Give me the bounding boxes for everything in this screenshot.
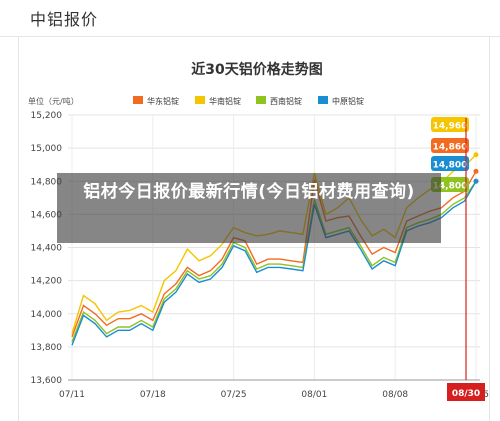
end-value-label: 14,800 (433, 182, 468, 192)
y-tick-label: 14,000 (31, 310, 63, 320)
x-tick-label: 07/18 (140, 390, 166, 400)
current-date-cursor: 08/30 (447, 118, 485, 401)
y-tick-label: 14,800 (31, 177, 63, 187)
x-tick-label: 08/08 (382, 390, 408, 400)
cursor-date-badge (447, 383, 485, 401)
end-value-badge (431, 156, 469, 171)
unit-label: 单位（元/吨） (28, 96, 79, 106)
y-tick-label: 15,200 (31, 111, 63, 121)
y-tick-label: 15,000 (31, 144, 63, 154)
y-axis: 13,600 13,800 14,000 14,200 14,400 14,600 14,8… (31, 111, 63, 386)
legend-swatch (318, 96, 328, 104)
legend-label: 西南铝锭 (270, 96, 302, 106)
grid (68, 114, 480, 381)
legend: 华东铝锭 华南铝锭 西南铝锭 中原铝锭 (133, 96, 364, 106)
y-tick-label: 13,600 (31, 376, 63, 386)
end-value-label: 14,960 (433, 122, 468, 132)
legend-swatch (256, 96, 266, 104)
cursor-date-label: 08/30 (452, 389, 480, 399)
x-tick-label: 07/11 (59, 390, 85, 400)
y-tick-label: 14,200 (31, 277, 63, 287)
end-value-label: 14,800 (433, 161, 468, 171)
legend-swatch (195, 96, 205, 104)
legend-label: 中原铝锭 (332, 96, 364, 106)
end-value-label: 14,860 (433, 143, 468, 153)
end-value-badge (431, 117, 469, 132)
series-end-point (473, 168, 479, 174)
legend-label: 华东铝锭 (147, 96, 179, 106)
chart-title: 近30天铝价格走势图 (191, 61, 322, 78)
series-end-point (473, 152, 479, 158)
series-end-point (473, 178, 479, 184)
x-tick-label: 07/25 (221, 390, 247, 400)
y-tick-label: 13,800 (31, 343, 63, 353)
y-tick-label: 14,400 (31, 244, 63, 254)
y-tick-label: 14,600 (31, 210, 63, 220)
end-value-badge (431, 138, 469, 153)
headline-text: 铝材今日报价最新行情(今日铝材费用查询) (83, 182, 415, 202)
x-tick-label: 08/01 (301, 390, 327, 400)
page-title: 中铝报价 (30, 10, 99, 29)
legend-label: 华南铝锭 (209, 96, 241, 106)
end-markers (473, 152, 479, 184)
end-labels: 14,960 14,860 14,800 14,800 (431, 117, 469, 192)
chart-frame (18, 37, 490, 421)
legend-swatch (133, 96, 143, 104)
headline-overlay: 铝材今日报价最新行情(今日铝材费用查询) (57, 173, 441, 243)
page-header: 中铝报价 (0, 0, 500, 37)
